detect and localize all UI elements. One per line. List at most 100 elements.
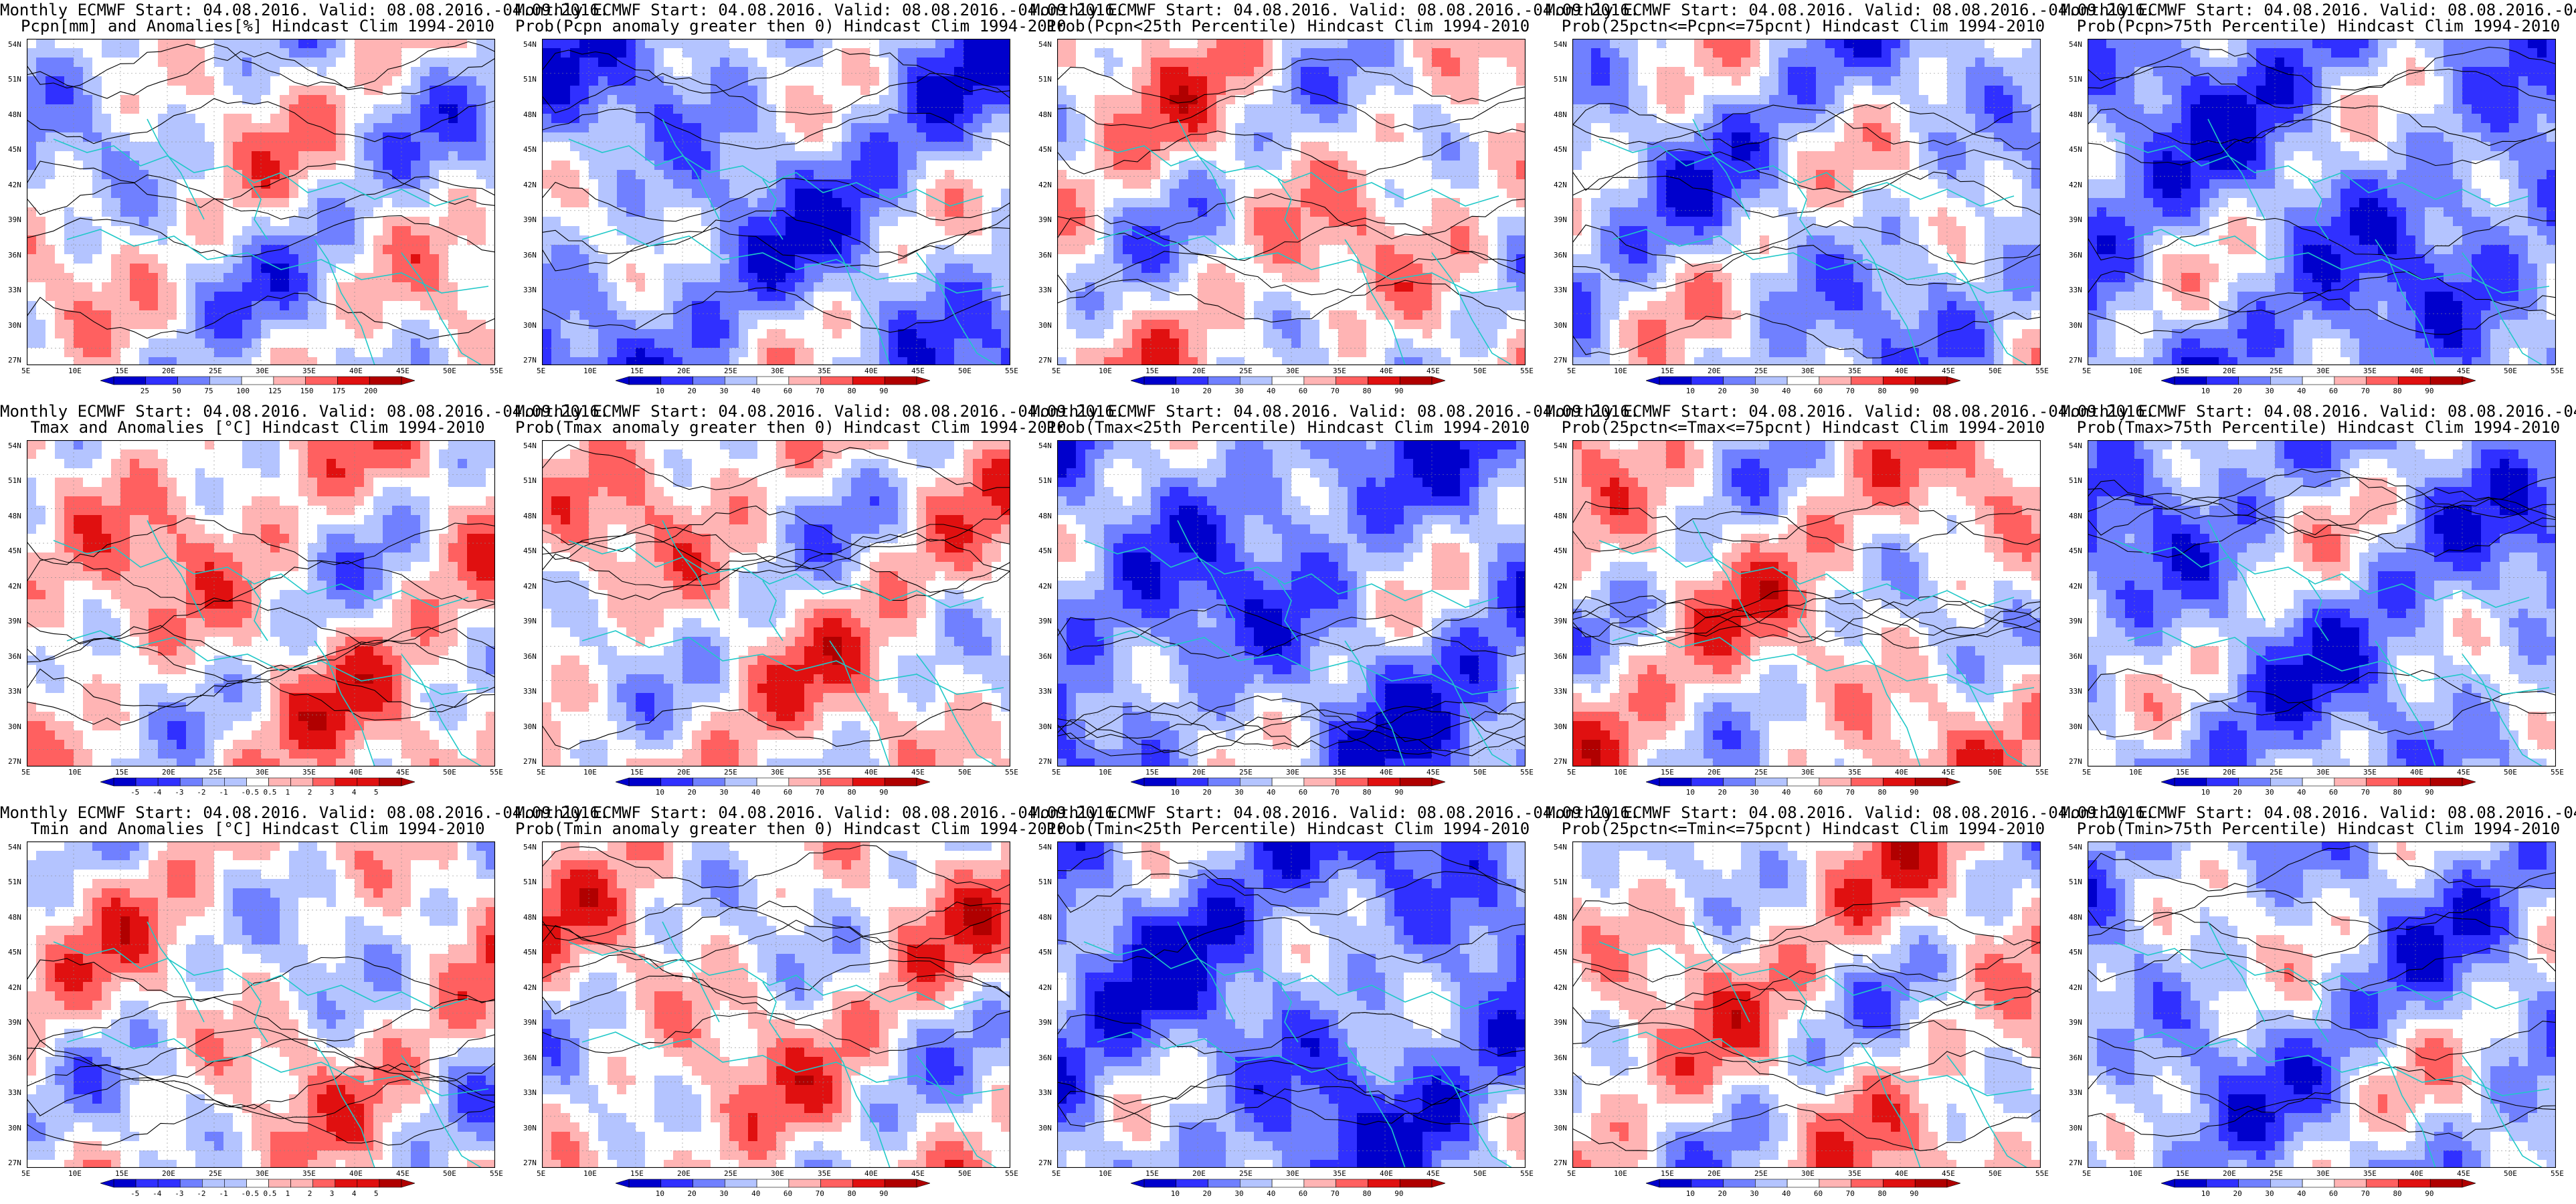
longitude-tick-label: 40E — [1380, 768, 1393, 777]
longitude-tick-label: 15E — [630, 768, 644, 777]
latitude-tick-label: 36N — [1554, 652, 1567, 661]
panel-title: Monthly ECMWF Start: 04.08.2016. Valid: … — [1030, 804, 1639, 821]
colorbar-tick-label: 40 — [1782, 1189, 1790, 1198]
longitude-tick-label: 15E — [1145, 367, 1159, 375]
longitude-tick-label: 45E — [911, 1169, 925, 1178]
colorbar-tick-label: 70 — [1846, 788, 1855, 797]
graticule — [1057, 39, 1526, 365]
panel-subtitle: Prob(Pcpn<25th Percentile) Hindcast Clim… — [1030, 17, 1546, 35]
latitude-tick-label: 39N — [1554, 215, 1567, 224]
longitude-tick-label: 30E — [1286, 367, 1299, 375]
latitude-tick-label: 27N — [2069, 356, 2082, 365]
longitude-tick-label: 35E — [818, 768, 831, 777]
colorbar-tick-label: 100 — [236, 387, 250, 395]
colorbar-tick-label: 10 — [2201, 387, 2210, 395]
colorbar-tick-label: 10 — [1686, 1189, 1695, 1198]
contour-lines — [542, 48, 1010, 333]
colorbar-tick-label: 10 — [2201, 788, 2210, 797]
latitude-tick-label: 27N — [2069, 1159, 2082, 1167]
colorbar-tick-label: 60 — [2329, 788, 2338, 797]
longitude-tick-label: 45E — [1942, 367, 1955, 375]
longitude-tick-label: 5E — [1567, 768, 1576, 777]
longitude-tick-label: 35E — [302, 367, 316, 375]
latitude-tick-label: 45N — [1038, 145, 1052, 154]
longitude-tick-label: 25E — [724, 367, 737, 375]
latitude-tick-label: 45N — [8, 948, 21, 957]
longitude-tick-label: 40E — [1380, 367, 1393, 375]
panel-subtitle: Prob(25pctn<=Tmin<=75pcnt) Hindcast Clim… — [1546, 820, 2061, 837]
longitude-tick-label: 20E — [1192, 1169, 1206, 1178]
latitude-tick-label: 45N — [1038, 546, 1052, 555]
colorbar-tick-label: 20 — [1718, 1189, 1727, 1198]
contour-lines — [27, 41, 495, 340]
latitude-tick-label: 51N — [1038, 75, 1052, 84]
latitude-tick-label: 39N — [1554, 1018, 1567, 1027]
latitude-tick-label: 51N — [8, 878, 21, 886]
colorbar-tick-label: 30 — [719, 387, 728, 395]
latitude-tick-label: 45N — [2069, 546, 2082, 555]
longitude-tick-label: 30E — [256, 768, 269, 777]
latitude-tick-label: 45N — [523, 546, 537, 555]
latitude-tick-label: 42N — [2069, 181, 2082, 189]
longitude-tick-label: 20E — [162, 768, 175, 777]
longitude-tick-label: 45E — [1427, 768, 1440, 777]
panel-subtitle: Prob(Tmax anomaly greater then 0) Hindca… — [515, 419, 1067, 436]
latitude-tick-label: 48N — [523, 512, 537, 520]
latitude-tick-label: 45N — [1554, 546, 1567, 555]
latitude-tick-label: 51N — [1554, 476, 1567, 485]
longitude-tick-label: 25E — [724, 1169, 737, 1178]
latitude-tick-label: 30N — [523, 722, 537, 731]
panel-subtitle: Prob(Tmax>75th Percentile) Hindcast Clim… — [2061, 419, 2576, 436]
contour-lines — [2088, 46, 2556, 335]
longitude-tick-label: 25E — [2270, 768, 2283, 777]
latitude-tick-label: 36N — [2069, 251, 2082, 260]
longitude-tick-label: 25E — [724, 768, 737, 777]
longitude-tick-label: 55E — [490, 367, 503, 375]
shaded-field — [1057, 440, 1526, 767]
colorbar-tick-label: 80 — [1877, 788, 1886, 797]
colorbar-tick-label: 20 — [1203, 1189, 1212, 1198]
colorbar-tick-label: -0.5 — [241, 788, 259, 797]
longitude-tick-label: 35E — [1848, 768, 1861, 777]
colorbar — [1131, 376, 1445, 385]
longitude-tick-label: 10E — [583, 1169, 597, 1178]
longitude-tick-label: 55E — [2551, 367, 2564, 375]
colorbar-tick-label: 30 — [2265, 788, 2274, 797]
longitude-tick-label: 45E — [911, 367, 925, 375]
longitude-tick-label: 25E — [1754, 367, 1768, 375]
colorbar — [2161, 1179, 2476, 1188]
colorbar-tick-label: 90 — [1910, 1189, 1918, 1198]
colorbar-tick-label: 60 — [1299, 788, 1307, 797]
graticule — [1057, 440, 1526, 767]
map-panel: Monthly ECMWF Start: 04.08.2016. Valid: … — [0, 803, 609, 1204]
longitude-tick-label: 15E — [630, 367, 644, 375]
shaded-field — [542, 841, 1010, 1168]
latitude-tick-label: 51N — [2069, 476, 2082, 485]
longitude-tick-label: 30E — [256, 367, 269, 375]
latitude-tick-label: 30N — [2069, 722, 2082, 731]
panel-title: Monthly ECMWF Start: 04.08.2016. Valid: … — [1546, 1, 2154, 19]
latitude-tick-label: 30N — [1554, 1124, 1567, 1132]
latitude-tick-label: 48N — [1554, 913, 1567, 922]
panel-title: Monthly ECMWF Start: 04.08.2016. Valid: … — [515, 1, 1124, 19]
longitude-tick-label: 10E — [2129, 367, 2142, 375]
longitude-tick-label: 55E — [490, 1169, 503, 1178]
longitude-tick-label: 35E — [818, 367, 831, 375]
latitude-tick-label: 45N — [8, 145, 21, 154]
longitude-tick-label: 35E — [2363, 367, 2377, 375]
colorbar-tick-label: 90 — [1394, 387, 1403, 395]
latitude-tick-label: 39N — [2069, 617, 2082, 625]
colorbar-tick-label: 80 — [2393, 1189, 2401, 1198]
latitude-tick-label: 36N — [1554, 251, 1567, 260]
panel-subtitle: Prob(Pcpn>75th Percentile) Hindcast Clim… — [2061, 17, 2576, 35]
longitude-tick-label: 15E — [630, 1169, 644, 1178]
colorbar-tick-label: 10 — [656, 1189, 664, 1198]
latitude-tick-label: 51N — [523, 476, 537, 485]
latitude-tick-label: 42N — [1554, 983, 1567, 992]
shaded-field — [542, 440, 1010, 767]
colorbar-tick-label: 10 — [1171, 1189, 1180, 1198]
anomaly-map — [2088, 440, 2556, 767]
colorbar-tick-label: 90 — [879, 1189, 888, 1198]
latitude-tick-label: 51N — [1038, 476, 1052, 485]
colorbar-tick-label: 60 — [1814, 1189, 1823, 1198]
